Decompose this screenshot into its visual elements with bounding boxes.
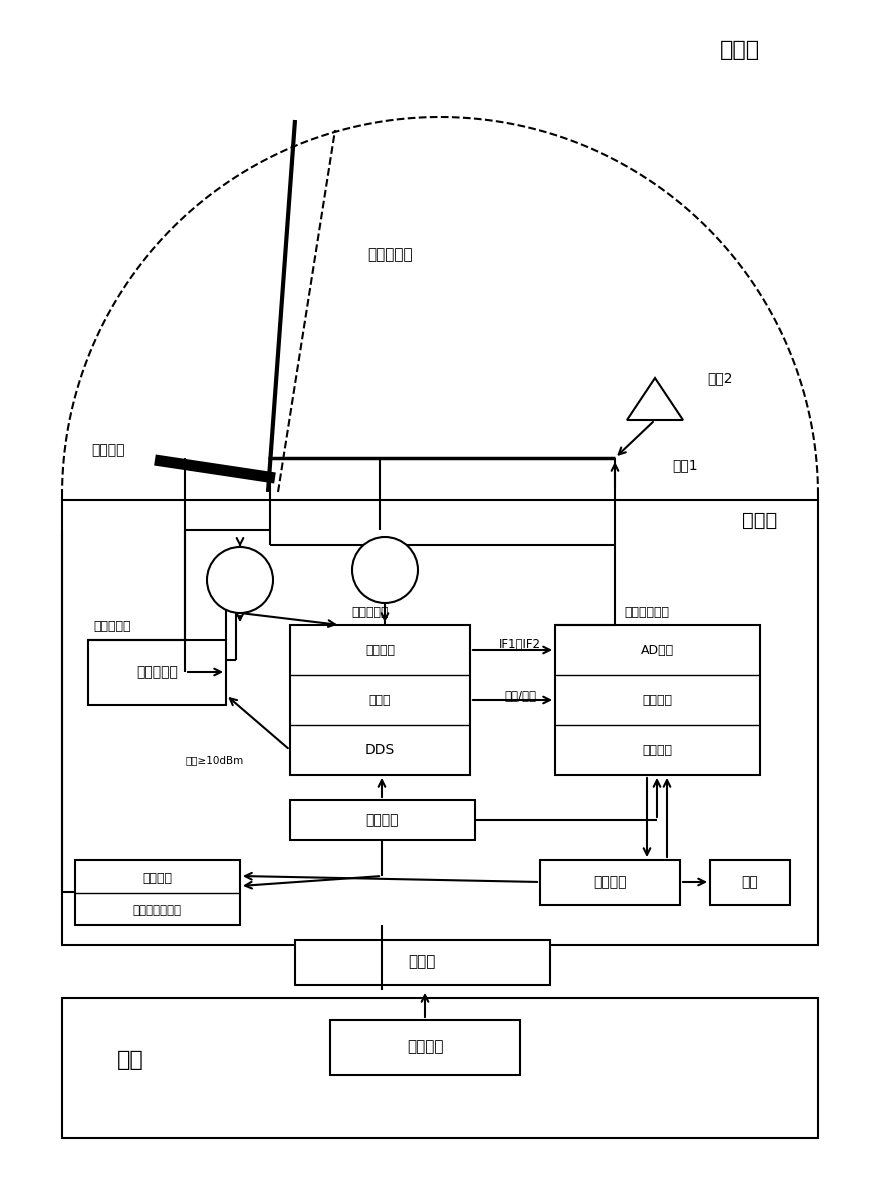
Text: 电源模块: 电源模块: [365, 813, 399, 827]
Text: 固态发射机: 固态发射机: [136, 665, 178, 679]
Bar: [555, 625, 760, 775]
Text: 通讯: 通讯: [742, 875, 759, 889]
Text: 汇流环: 汇流环: [408, 954, 436, 970]
Text: 伺服驱动: 伺服驱动: [142, 872, 172, 885]
Bar: [710, 860, 790, 905]
Bar: [540, 860, 680, 905]
Text: 器2: 器2: [378, 574, 392, 583]
Text: 数字中频: 数字中频: [642, 693, 672, 706]
Text: 接收机模块: 接收机模块: [351, 606, 389, 619]
Text: 激励≥10dBm: 激励≥10dBm: [186, 755, 244, 765]
Text: 器1: 器1: [233, 583, 246, 594]
Circle shape: [352, 537, 418, 603]
Text: 基座: 基座: [117, 1050, 143, 1070]
Text: 信号处理: 信号处理: [642, 744, 672, 757]
Bar: [290, 625, 470, 775]
Bar: [330, 1020, 520, 1075]
Bar: [295, 940, 550, 985]
Circle shape: [207, 547, 273, 613]
Bar: [62, 998, 818, 1138]
Text: 环流: 环流: [378, 559, 392, 569]
Text: IF1、IF2: IF1、IF2: [499, 639, 541, 652]
Bar: [62, 500, 818, 945]
Text: 馈源1: 馈源1: [672, 458, 698, 472]
Bar: [88, 640, 226, 705]
Text: 数据处理: 数据处理: [593, 875, 627, 889]
Text: 控制/定时: 控制/定时: [504, 691, 536, 704]
Bar: [290, 800, 475, 840]
Text: 信号处理模块: 信号处理模块: [625, 606, 670, 619]
Text: DDS: DDS: [365, 743, 395, 757]
Text: 频率源: 频率源: [369, 693, 392, 706]
Text: 散热板: 散热板: [743, 510, 778, 529]
Text: 天线反射面: 天线反射面: [367, 248, 413, 262]
Text: 环流: 环流: [233, 569, 246, 579]
Bar: [75, 860, 240, 925]
Text: AD变换: AD变换: [641, 644, 673, 657]
Text: 发射机模块: 发射机模块: [93, 620, 130, 633]
Text: 俯仰调节: 俯仰调节: [92, 443, 125, 457]
Text: 接收前端: 接收前端: [365, 644, 395, 657]
Text: 方位电机、角码: 方位电机、角码: [133, 903, 181, 916]
Text: 供电电源: 供电电源: [407, 1039, 444, 1055]
Text: 馈源2: 馈源2: [708, 371, 733, 385]
Text: 天线罩: 天线罩: [720, 40, 760, 60]
